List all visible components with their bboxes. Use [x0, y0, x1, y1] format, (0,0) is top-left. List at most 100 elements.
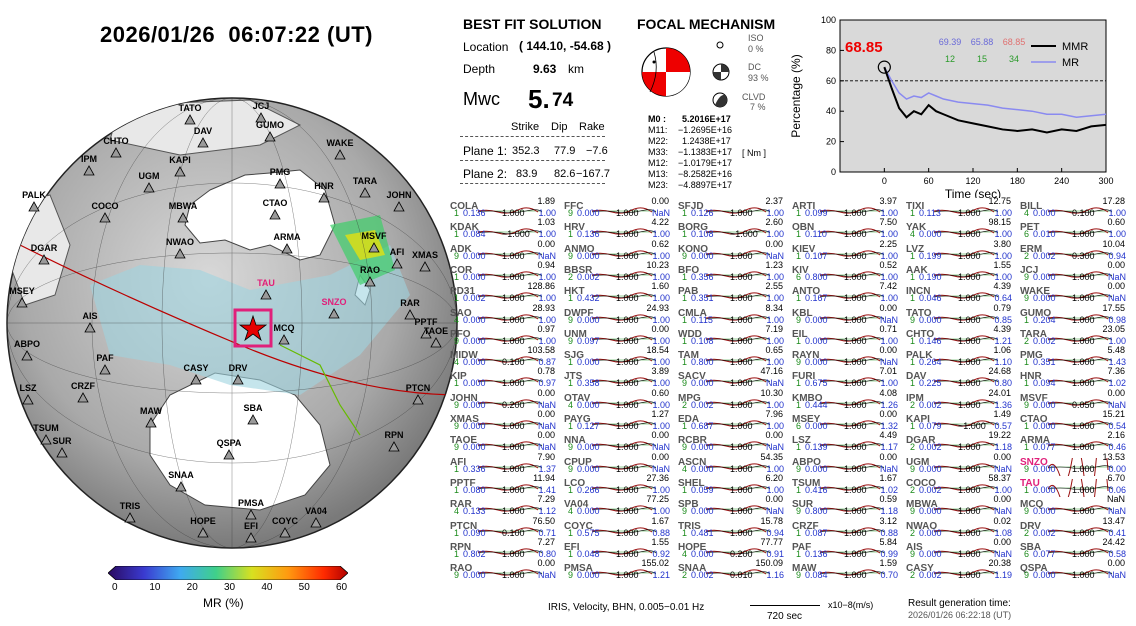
- station-ratio: 1.00: [994, 484, 1012, 495]
- station-waveform: [478, 356, 542, 363]
- station-ratio: 1.00: [880, 335, 898, 346]
- station-ratio: 1.00: [538, 335, 556, 346]
- station-ratio: 0.57: [994, 421, 1012, 431]
- solution-title: BEST FIT SOLUTION: [463, 16, 602, 32]
- station-cell: OBN 7.50 1 0.110 1.000 1.00: [792, 217, 900, 242]
- station-quality: 1: [910, 271, 916, 282]
- station-cell: MPG 10.30 2 0.002 1.000 1.00: [678, 388, 786, 413]
- station-quality: 9: [454, 442, 460, 453]
- station-ratio: 0.91: [766, 548, 784, 559]
- station-variance: 0.077: [1033, 442, 1056, 453]
- station-quality: 2: [910, 570, 916, 581]
- station-variance: 0.077: [1033, 548, 1056, 559]
- station-cell: ERM 10.04 2 0.002 0.300 0.94: [1020, 238, 1128, 264]
- station-variance: 0.356: [691, 271, 714, 282]
- col-strike: Strike: [511, 121, 540, 133]
- station-quality: 9: [568, 314, 574, 325]
- station-variance: 0.266: [577, 484, 600, 495]
- station-variance: 0.000: [577, 463, 600, 474]
- station-variance: 0.146: [919, 335, 942, 346]
- station-waveform: [934, 335, 998, 342]
- station-name: KONO: [678, 243, 708, 255]
- station-name: COR: [450, 264, 473, 276]
- station-ratio: 1.00: [880, 229, 898, 240]
- station-label: IPM: [81, 154, 97, 164]
- station-waveform: [1048, 457, 1112, 476]
- colorbar-tick-label: 30: [224, 582, 236, 593]
- station-amplitude: 0.00: [879, 409, 897, 419]
- station-cell: PD31 128.86 1 0.002 1.000 1.00: [450, 281, 558, 306]
- station-label: CRZF: [71, 381, 95, 391]
- station-waveform: [1048, 313, 1112, 321]
- station-name: DGAR: [906, 435, 936, 447]
- station-cell: PMG 5.48 1 0.351 1.000 1.43: [1020, 345, 1128, 370]
- station-ratio: 0.94: [766, 527, 784, 538]
- station-ratio: 0.64: [994, 293, 1012, 304]
- plane2-dip: 82.6: [554, 168, 576, 180]
- station-ratio: 1.00: [766, 399, 784, 410]
- station-variance: 0.046: [919, 293, 942, 304]
- station-variance: 0.000: [805, 357, 828, 368]
- m33-value: −1.1383E+17: [678, 147, 733, 157]
- station-quality: 1: [454, 378, 460, 389]
- station-variance: 0.000: [919, 506, 942, 517]
- station-ratio: NaN: [765, 506, 784, 517]
- station-amplitude: 6.70: [1107, 472, 1125, 483]
- station-amplitude: 23.05: [1102, 323, 1125, 334]
- m12-label: M12:: [648, 158, 669, 168]
- station-ratio: 1.00: [766, 357, 784, 368]
- station-name: IPM: [906, 392, 924, 404]
- station-amplitude: 28.93: [532, 302, 555, 313]
- station-ratio: NaN: [993, 506, 1012, 517]
- station-ratio: 1.00: [766, 229, 784, 240]
- station-variance: 0.190: [919, 271, 942, 282]
- epicenter-star-icon: [238, 314, 268, 342]
- station-triangle-icon: [77, 392, 89, 403]
- station-ratio: 1.00: [538, 314, 556, 325]
- station-name: VA04: [564, 499, 589, 511]
- col-dip: Dip: [551, 121, 568, 133]
- station-name: CTAO: [1020, 414, 1048, 425]
- station-triangle-icon: [145, 417, 157, 428]
- station-amplitude: 12.75: [988, 196, 1011, 206]
- station-polarity: 1.000: [958, 527, 981, 538]
- station-amplitude: 0.00: [765, 238, 783, 249]
- station-amplitude: 10.04: [1102, 238, 1125, 249]
- station-variance: 0.000: [1033, 271, 1056, 282]
- station-waveform: [478, 526, 542, 534]
- station-waveform: [592, 569, 656, 576]
- station-ratio: 0.80: [538, 548, 556, 559]
- station-quality: 1: [796, 293, 802, 304]
- station-name: MCQ: [1020, 499, 1044, 511]
- station-variance: 0.002: [1033, 335, 1056, 346]
- station-ratio: 1.02: [1108, 378, 1126, 389]
- station-polarity: 1.000: [502, 208, 525, 218]
- station-waveform: [592, 313, 656, 321]
- station-waveform: [592, 377, 656, 385]
- station-amplitude: 128.86: [527, 281, 555, 292]
- station-polarity: 1.000: [502, 548, 525, 559]
- station-triangle-icon: [223, 449, 235, 460]
- station-polarity: −1.000: [730, 229, 758, 240]
- station-polarity: 1.000: [1072, 314, 1095, 325]
- station-cell: NNA 0.00 9 0.000 1.000 NaN: [564, 430, 672, 455]
- station-polarity: 1.000: [1072, 463, 1095, 474]
- station-quality: 4: [682, 548, 688, 559]
- station-waveform: [934, 207, 998, 214]
- station-markers: TATO JCJ DAV GUMO CHTO WAKE IPM KAPI UGM PMG HNR TA…: [9, 101, 448, 543]
- station-label: PMSA: [238, 498, 265, 508]
- station-cell: KIP 0.78 1 0.000 1.000 0.97: [450, 366, 558, 391]
- station-variance: 0.800: [691, 357, 714, 368]
- station-waveform: [478, 463, 542, 470]
- station-name: JCJ: [1020, 264, 1039, 276]
- station-ratio: 1.00: [538, 271, 556, 282]
- station-ratio: 1.37: [538, 463, 556, 474]
- iso-label: ISO: [748, 33, 764, 43]
- station-polarity: 1.000: [730, 506, 753, 517]
- station-quality: 2: [1024, 250, 1030, 261]
- station-polarity: 1.000: [616, 314, 639, 325]
- filter-info: IRIS, Velocity, BHN, 0.005−0.01 Hz: [548, 602, 705, 613]
- station-amplitude: 3.89: [651, 366, 669, 377]
- station-waveform: [706, 335, 770, 342]
- mr-chart: 0 20 40 60 80 100 0 60 120 180 240 300 68.85 69.39 65.…: [789, 15, 1114, 198]
